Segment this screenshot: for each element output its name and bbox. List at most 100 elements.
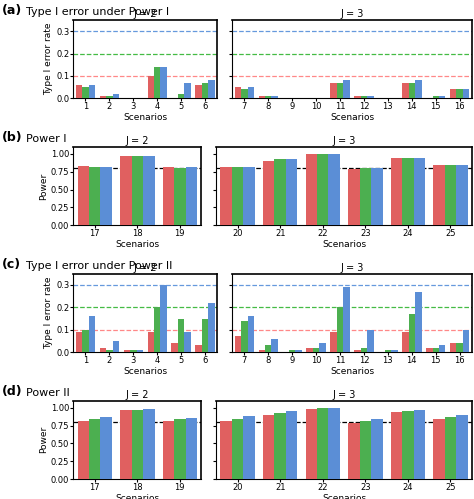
Bar — [247, 316, 254, 352]
Bar — [113, 94, 119, 98]
Bar — [354, 96, 361, 98]
Bar — [130, 350, 137, 352]
Bar — [184, 83, 191, 98]
Bar — [354, 350, 361, 352]
Bar — [361, 96, 367, 98]
X-axis label: Scenarios: Scenarios — [115, 494, 159, 499]
Bar — [178, 318, 184, 352]
Bar — [317, 408, 328, 479]
Title: J = 2: J = 2 — [134, 9, 157, 19]
Bar — [360, 168, 371, 225]
X-axis label: Scenarios: Scenarios — [322, 240, 366, 249]
Bar — [76, 332, 82, 352]
Bar — [106, 350, 113, 352]
Bar — [220, 167, 232, 225]
Bar — [172, 343, 178, 352]
Bar — [413, 158, 425, 225]
Title: J = 2: J = 2 — [126, 136, 149, 146]
X-axis label: Scenarios: Scenarios — [322, 494, 366, 499]
Bar — [184, 332, 191, 352]
Bar — [160, 285, 167, 352]
Bar — [456, 415, 467, 479]
Bar — [82, 330, 89, 352]
Bar — [306, 154, 317, 225]
Bar — [402, 332, 409, 352]
Bar — [147, 76, 154, 98]
Bar — [367, 330, 374, 352]
Bar — [174, 168, 185, 225]
Bar — [195, 85, 202, 98]
Bar — [445, 165, 456, 225]
Y-axis label: Power: Power — [39, 173, 48, 200]
Bar — [100, 167, 112, 225]
Bar — [286, 411, 297, 479]
Bar — [258, 96, 265, 98]
Bar — [367, 96, 374, 98]
Bar — [174, 419, 185, 479]
Bar — [244, 167, 255, 225]
Bar — [456, 343, 463, 352]
X-axis label: Scenarios: Scenarios — [123, 367, 167, 376]
Bar — [439, 96, 446, 98]
Bar — [328, 408, 340, 479]
Bar — [445, 417, 456, 479]
Bar — [337, 307, 343, 352]
Bar — [433, 165, 445, 225]
Bar — [163, 167, 174, 225]
Bar — [100, 96, 106, 98]
Bar — [360, 421, 371, 479]
Bar — [371, 419, 383, 479]
Bar — [82, 87, 89, 98]
Bar — [202, 318, 208, 352]
Bar — [274, 413, 286, 479]
Text: (c): (c) — [2, 258, 21, 271]
Bar — [361, 348, 367, 352]
Bar — [450, 343, 456, 352]
Bar — [371, 168, 383, 225]
Bar — [154, 67, 160, 98]
Bar — [265, 96, 272, 98]
Bar — [185, 167, 197, 225]
Bar — [143, 409, 155, 479]
Bar — [402, 83, 409, 98]
Bar — [426, 348, 432, 352]
Text: (a): (a) — [2, 4, 23, 17]
Bar — [195, 345, 202, 352]
Bar — [120, 156, 131, 225]
Bar — [235, 87, 241, 98]
Bar — [131, 410, 143, 479]
Bar — [78, 166, 89, 225]
Bar — [163, 421, 174, 479]
Bar — [415, 80, 421, 98]
Bar — [232, 167, 244, 225]
X-axis label: Scenarios: Scenarios — [123, 113, 167, 122]
Bar — [89, 316, 95, 352]
X-axis label: Scenarios: Scenarios — [330, 113, 374, 122]
Bar — [143, 156, 155, 225]
Bar — [391, 412, 402, 479]
Title: J = 2: J = 2 — [134, 263, 157, 273]
Bar — [317, 154, 328, 225]
Bar — [235, 336, 241, 352]
Bar — [178, 94, 184, 98]
Bar — [232, 419, 244, 479]
Bar — [263, 161, 274, 225]
X-axis label: Scenarios: Scenarios — [115, 240, 159, 249]
Text: Type I error under Power I: Type I error under Power I — [26, 7, 169, 17]
Bar — [274, 159, 286, 225]
Title: J = 2: J = 2 — [126, 390, 149, 400]
Bar — [439, 345, 446, 352]
Bar — [319, 343, 326, 352]
Y-axis label: Type I error rate: Type I error rate — [44, 277, 53, 349]
Bar — [330, 332, 337, 352]
Bar — [202, 83, 208, 98]
Text: (d): (d) — [2, 385, 23, 398]
Bar — [247, 87, 254, 98]
Bar — [328, 154, 340, 225]
Bar — [244, 416, 255, 479]
Bar — [391, 158, 402, 225]
Bar — [154, 307, 160, 352]
Bar — [185, 418, 197, 479]
Y-axis label: Power: Power — [39, 426, 48, 454]
Text: (b): (b) — [2, 131, 23, 144]
